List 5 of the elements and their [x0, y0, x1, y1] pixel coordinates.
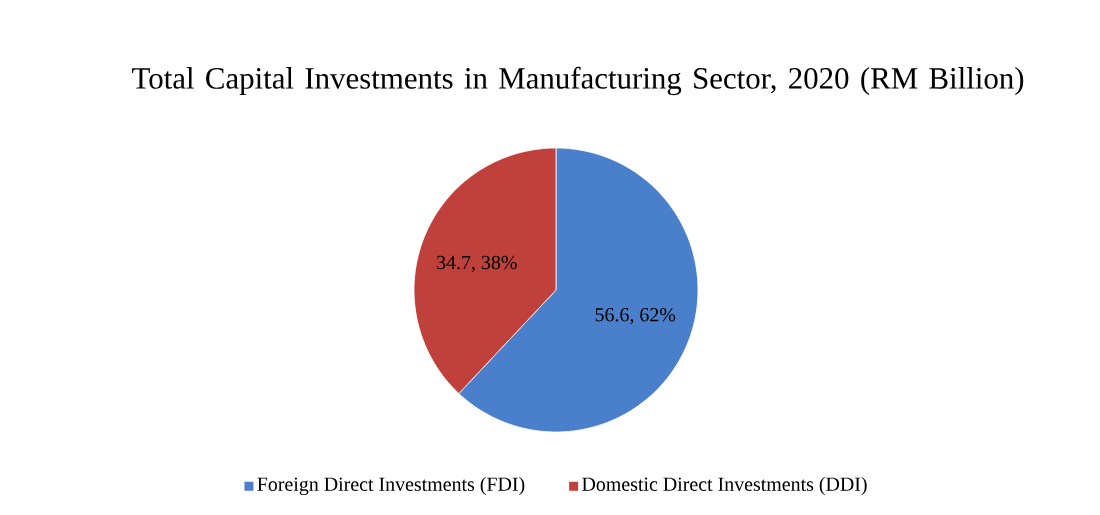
data-label: 34.7, 38%	[437, 255, 517, 273]
legend-label: Foreign Direct Investments (FDI)	[257, 476, 525, 496]
legend-label: Domestic Direct Investments (DDI)	[582, 476, 867, 495]
data-label: 56.6, 62%	[595, 307, 676, 325]
chart-title: Total Capital Investments in Manufacturing Sector, 2020 (RM Billion)	[132, 66, 1024, 96]
